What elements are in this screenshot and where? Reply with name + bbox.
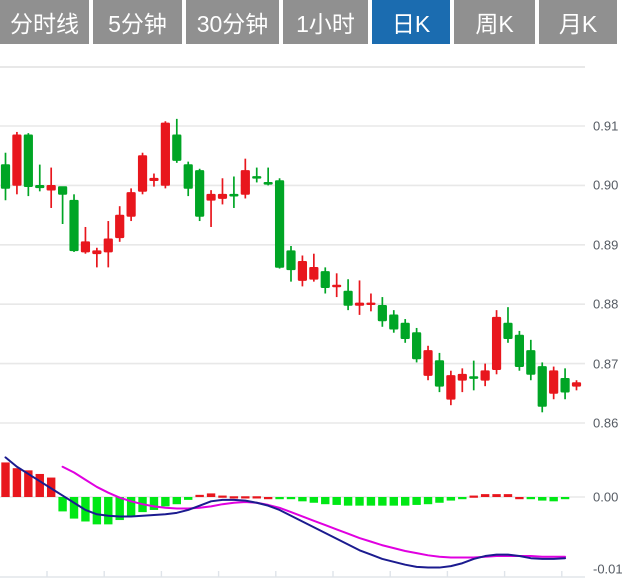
- macd-axis: 0.00 -0.01: [585, 432, 643, 585]
- tab-label: 30分钟: [196, 11, 269, 37]
- tab-1hour[interactable]: 1小时: [283, 0, 368, 44]
- candlestick-plot[interactable]: [0, 52, 585, 432]
- macd-svg: [0, 456, 585, 578]
- macd-axis-label: 0.00: [593, 489, 619, 505]
- tab-label: 周K: [475, 11, 514, 37]
- chart-area: 0.91 0.90 0.89 0.88 0.87 0.86 0.00 -0.01: [0, 52, 643, 585]
- tab-5min[interactable]: 5分钟: [93, 0, 182, 44]
- candlestick-svg: [0, 66, 585, 424]
- tab-label: 日K: [391, 11, 431, 37]
- tab-month[interactable]: 月K: [539, 0, 617, 44]
- price-axis-label: 0.86: [593, 415, 619, 431]
- price-axis: 0.91 0.90 0.89 0.88 0.87 0.86: [585, 52, 643, 432]
- macd-plot[interactable]: [0, 432, 585, 585]
- price-axis-label: 0.89: [593, 237, 619, 253]
- tab-label: 月K: [558, 11, 598, 37]
- macd-panel[interactable]: 0.00 -0.01: [0, 432, 643, 585]
- price-panel[interactable]: 0.91 0.90 0.89 0.88 0.87 0.86: [0, 52, 643, 432]
- price-axis-label: 0.87: [593, 356, 619, 372]
- macd-axis-label: -0.01: [593, 561, 623, 577]
- price-axis-label: 0.90: [593, 177, 619, 193]
- tab-timeline[interactable]: 分时线: [0, 0, 89, 44]
- tab-week[interactable]: 周K: [454, 0, 535, 44]
- tab-day[interactable]: 日K: [372, 0, 450, 44]
- period-tab-bar: 分时线 5分钟 30分钟 1小时 日K 周K 月K: [0, 0, 643, 52]
- tab-label: 分时线: [10, 11, 79, 37]
- price-axis-label: 0.88: [593, 296, 619, 312]
- price-axis-label: 0.91: [593, 118, 619, 134]
- tab-label: 5分钟: [108, 11, 167, 37]
- tab-30min[interactable]: 30分钟: [186, 0, 279, 44]
- tab-label: 1小时: [296, 11, 355, 37]
